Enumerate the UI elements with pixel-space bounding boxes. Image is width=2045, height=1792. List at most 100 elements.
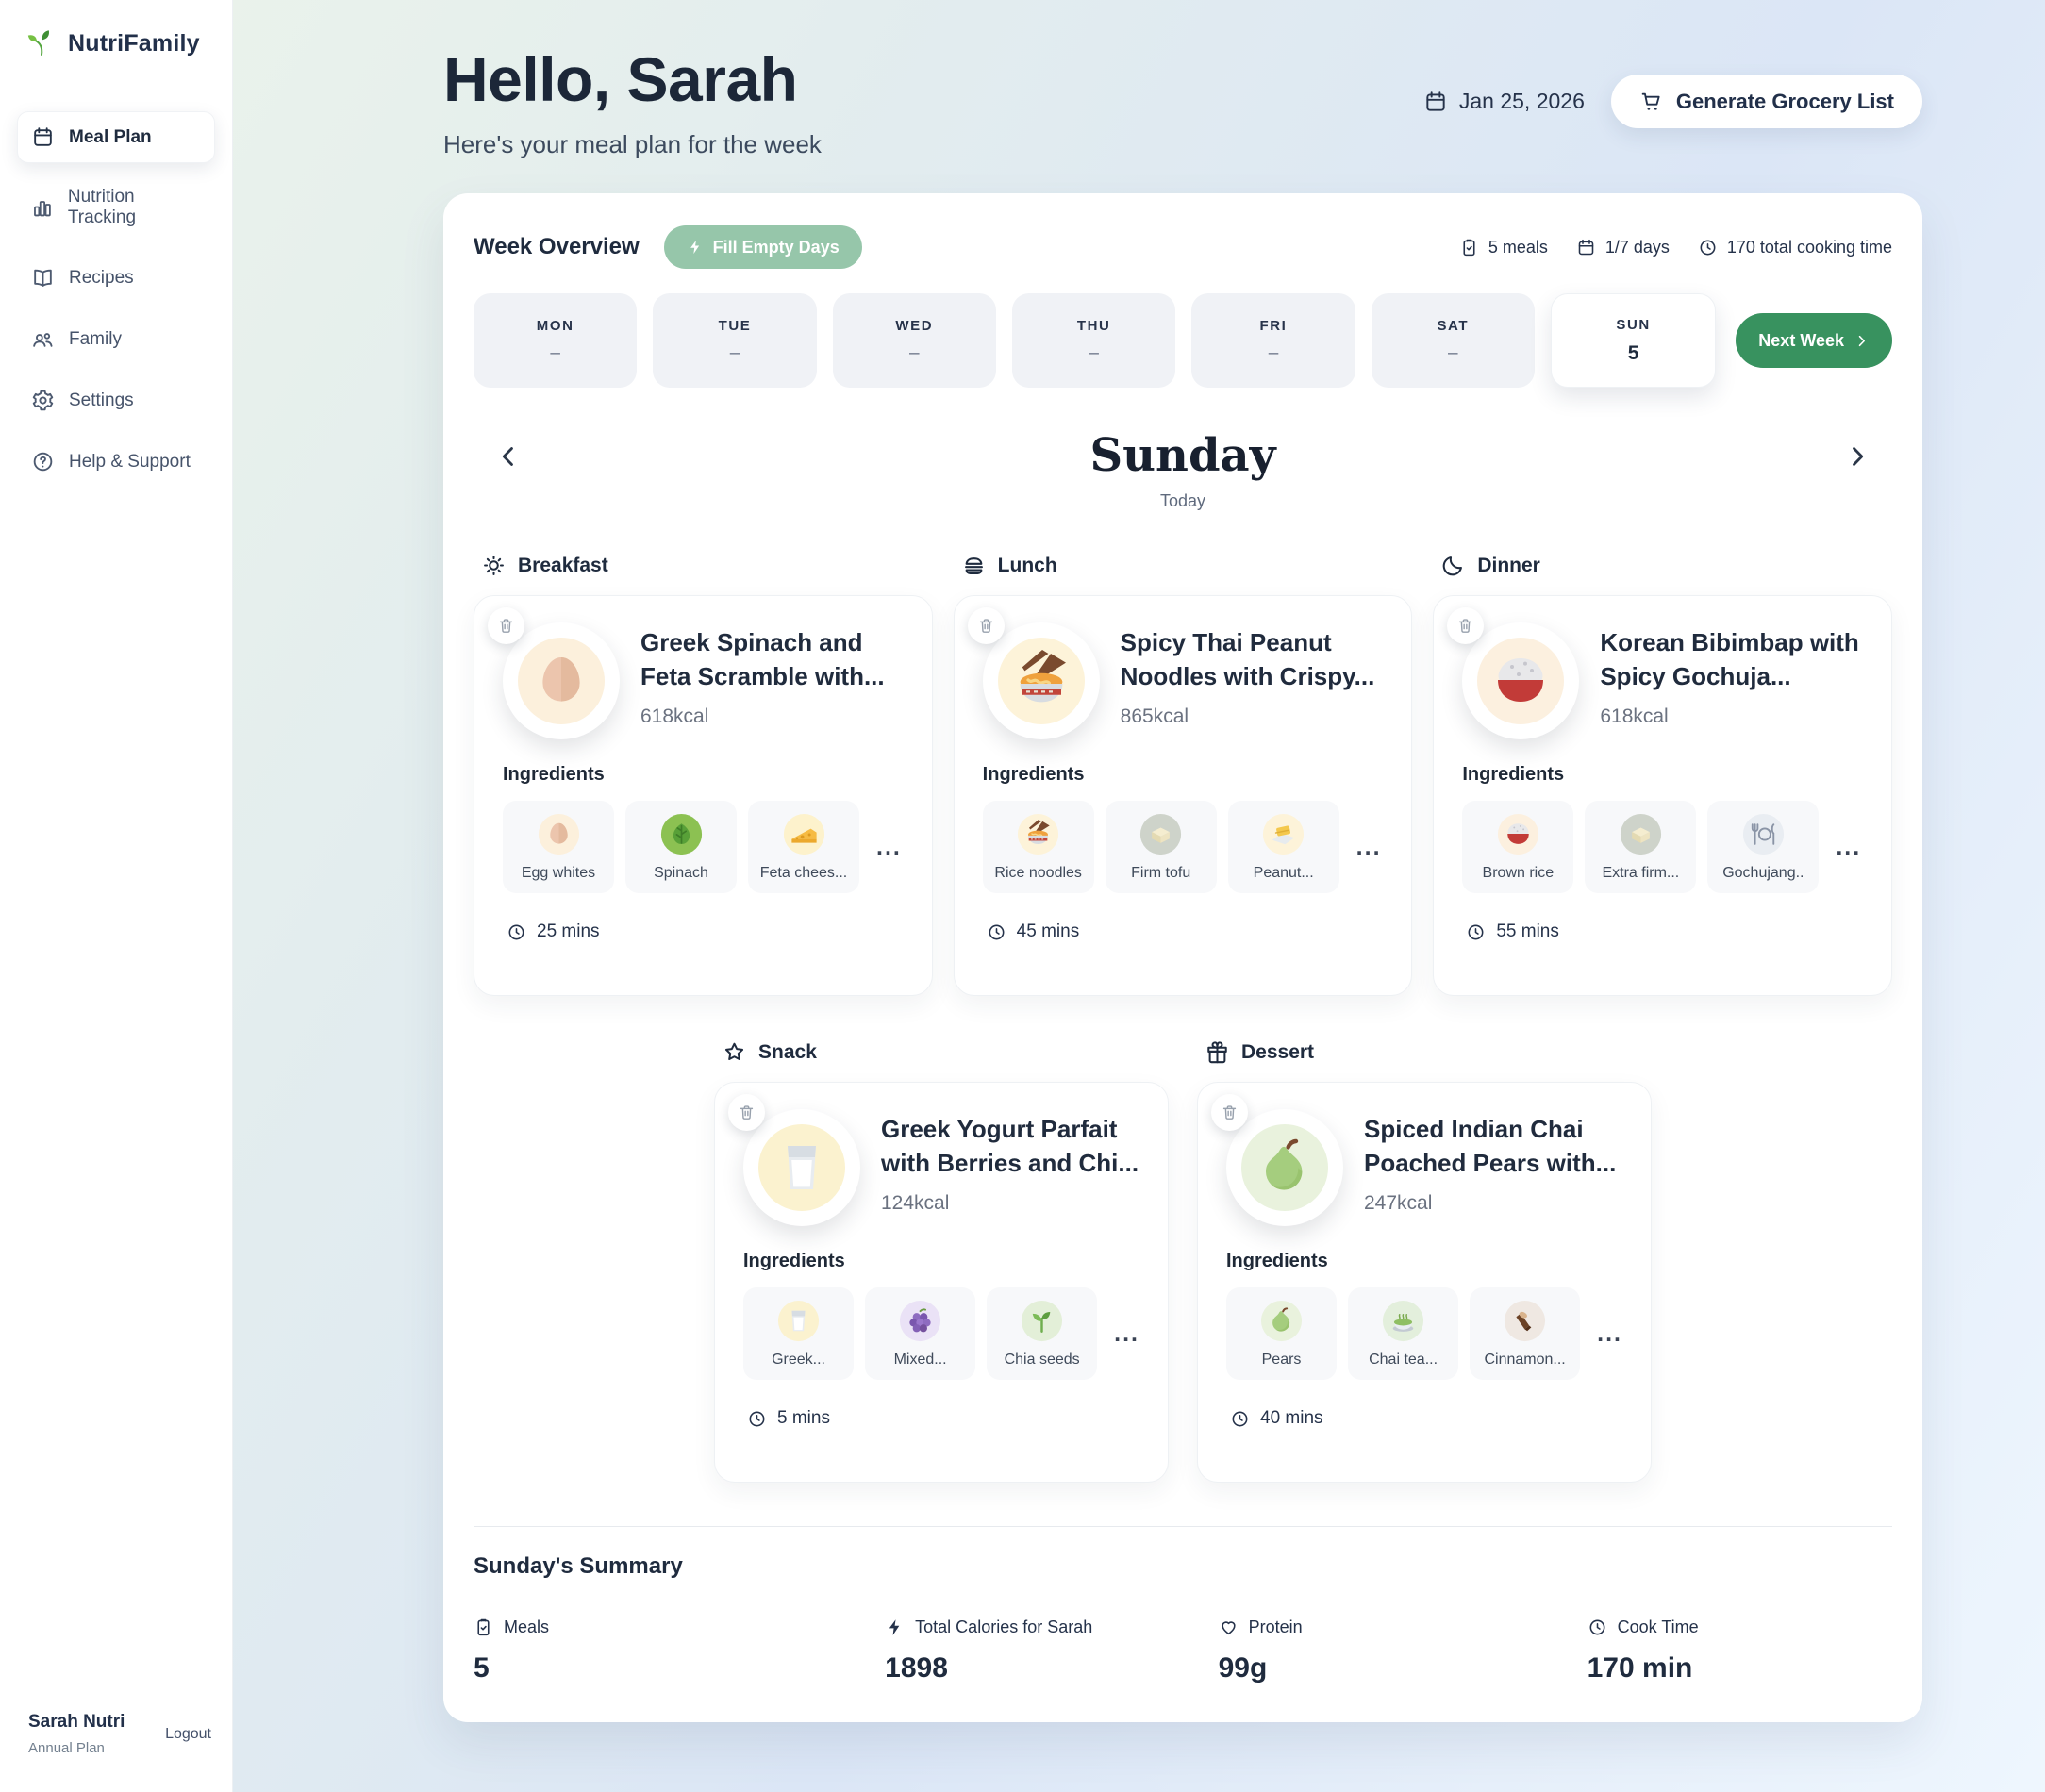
chevron-left-icon (494, 442, 523, 471)
clock-icon (747, 1409, 767, 1429)
day-tab-sat[interactable]: SAT – (1371, 293, 1535, 388)
summary-stat-value: 1898 (885, 1652, 948, 1684)
meal-type-label: Snack (758, 1040, 817, 1063)
date-display[interactable]: Jan 25, 2026 (1423, 89, 1585, 114)
meal-type-label: Dessert (1241, 1040, 1315, 1063)
meal-type-header: Lunch (961, 553, 1413, 578)
meal-row-1: Breakfast Greek Spinach and Feta Scrambl… (474, 553, 1893, 996)
day-summary: Sunday's Summary Meals 5 Total Calories … (474, 1526, 1892, 1684)
meal-calories: 618kcal (1600, 705, 1669, 727)
ingredients-label: Ingredients (982, 764, 1085, 785)
ingredient-chai-tea: Chai tea... (1348, 1287, 1459, 1380)
meal-card-dinner[interactable]: Korean Bibimbap with Spicy Gochuja... 61… (1433, 595, 1893, 996)
ingredient-name: Firm tofu (1131, 865, 1191, 881)
day-tab-tue[interactable]: TUE – (653, 293, 817, 388)
day-tab-thu[interactable]: THU – (1011, 293, 1176, 388)
day-name: SUN (1616, 316, 1651, 333)
ingredient-name: Brown rice (1482, 865, 1555, 881)
day-name: THU (1076, 317, 1111, 334)
ingredient-name: Feta chees... (759, 865, 848, 881)
meal-column-lunch: Lunch Spicy Thai Peanut Noodles with Cri… (953, 553, 1413, 996)
day-meal-count: – (909, 342, 920, 363)
summary-stat-meals: Meals 5 (474, 1618, 885, 1684)
day-tab-wed[interactable]: WED – (832, 293, 996, 388)
summary-stat-label: Meals (504, 1618, 550, 1636)
ingredient-brown-rice: Brown rice (1462, 801, 1574, 893)
meal-card-dessert[interactable]: Spiced Indian Chai Poached Pears with...… (1197, 1082, 1652, 1483)
sidebar-item-label: Help & Support (69, 451, 191, 472)
sidebar-item-help-support[interactable]: Help & Support (17, 436, 215, 488)
meal-title: Greek Spinach and Feta Scramble with... (640, 628, 885, 690)
week-overview-title: Week Overview (474, 234, 640, 259)
delete-meal-button[interactable] (1447, 607, 1485, 644)
page-header: Hello, Sarah Here's your meal plan for t… (443, 43, 1922, 159)
sidebar-item-settings[interactable]: Settings (17, 374, 215, 426)
meal-card-snack[interactable]: Greek Yogurt Parfait with Berries and Ch… (714, 1082, 1169, 1483)
meal-time: 40 mins (1226, 1408, 1622, 1429)
ingredient-name: Chai tea... (1369, 1352, 1438, 1368)
meal-image (743, 1109, 860, 1226)
more-ingredients-indicator: ... (1355, 833, 1382, 860)
ingredient-feta-cheese: Feta chees... (748, 801, 859, 893)
meal-time: 25 mins (503, 921, 904, 942)
sidebar-item-meal-plan[interactable]: Meal Plan (17, 111, 215, 163)
chevron-right-icon (1854, 333, 1870, 349)
ingredient-chia-seeds: Chia seeds (987, 1287, 1098, 1380)
summary-stat-value: 170 min (1587, 1652, 1693, 1684)
cart-icon (1639, 90, 1663, 113)
meal-title: Korean Bibimbap with Spicy Gochuja... (1600, 628, 1859, 690)
sidebar-item-recipes[interactable]: Recipes (17, 252, 215, 304)
fill-empty-days-button[interactable]: Fill Empty Days (663, 225, 862, 269)
more-ingredients-indicator: ... (1114, 1319, 1139, 1347)
previous-day-button[interactable] (487, 435, 530, 478)
ingredient-spinach: Spinach (625, 801, 737, 893)
sidebar-item-nutrition-tracking[interactable]: Nutrition Tracking (17, 173, 215, 242)
sidebar-nav: Meal Plan Nutrition Tracking Recipes Fam… (17, 111, 215, 488)
calendar-icon (31, 125, 55, 149)
day-tab-fri[interactable]: FRI – (1191, 293, 1355, 388)
generate-grocery-list-button[interactable]: Generate Grocery List (1610, 75, 1922, 128)
ingredients-label: Ingredients (1226, 1251, 1328, 1271)
heart-icon (1219, 1618, 1239, 1637)
meal-image (1226, 1109, 1343, 1226)
trash-icon (497, 617, 515, 635)
delete-meal-button[interactable] (728, 1094, 765, 1131)
meal-card-breakfast[interactable]: Greek Spinach and Feta Scramble with... … (474, 595, 933, 996)
ingredient-name: Gochujang.. (1722, 865, 1804, 881)
main-content: Hello, Sarah Here's your meal plan for t… (233, 0, 2045, 1792)
zap-icon (885, 1618, 905, 1637)
ingredient-rice-noodles: Rice noodles (982, 801, 1094, 893)
meal-image (1462, 622, 1580, 739)
meal-type-label: Dinner (1477, 554, 1540, 576)
meal-time-label: 45 mins (1016, 921, 1080, 941)
meal-calories: 618kcal (640, 705, 709, 727)
ingredients-label: Ingredients (503, 764, 605, 785)
meal-type-header: Snack (722, 1039, 1169, 1065)
ingredient-extra-firm-tofu: Extra firm... (1585, 801, 1697, 893)
seedling-icon (26, 28, 57, 58)
delete-meal-button[interactable] (1211, 1094, 1248, 1131)
meal-card-lunch[interactable]: Spicy Thai Peanut Noodles with Crispy...… (953, 595, 1413, 996)
tofu-food-icon (1620, 813, 1662, 855)
next-day-button[interactable] (1836, 435, 1879, 478)
delete-meal-button[interactable] (488, 607, 524, 644)
rice-food-icon (1497, 813, 1539, 855)
ingredient-name: Cinnamon... (1484, 1352, 1566, 1368)
ingredients-label: Ingredients (1462, 764, 1565, 785)
next-week-button[interactable]: Next Week (1736, 313, 1893, 368)
delete-meal-button[interactable] (967, 607, 1005, 644)
gift-icon (1205, 1039, 1230, 1065)
grocery-button-label: Generate Grocery List (1675, 89, 1894, 113)
meal-time-label: 40 mins (1260, 1408, 1323, 1428)
day-tabs: MON – TUE – WED – THU – FRI – SAT – (474, 293, 1893, 388)
day-tab-mon[interactable]: MON – (474, 293, 638, 388)
day-tab-sun[interactable]: SUN 5 (1550, 293, 1717, 388)
milk-food-icon (777, 1300, 820, 1342)
summary-stat-value: 99g (1218, 1652, 1268, 1684)
week-stats: 5 meals 1/7 days 170 total cooking time (1459, 238, 1892, 257)
book-icon (31, 266, 55, 290)
logout-button[interactable]: Logout (165, 1725, 211, 1742)
sidebar-item-family[interactable]: Family (17, 313, 215, 365)
sun-icon (481, 553, 507, 578)
more-ingredients-indicator: ... (1836, 833, 1862, 860)
